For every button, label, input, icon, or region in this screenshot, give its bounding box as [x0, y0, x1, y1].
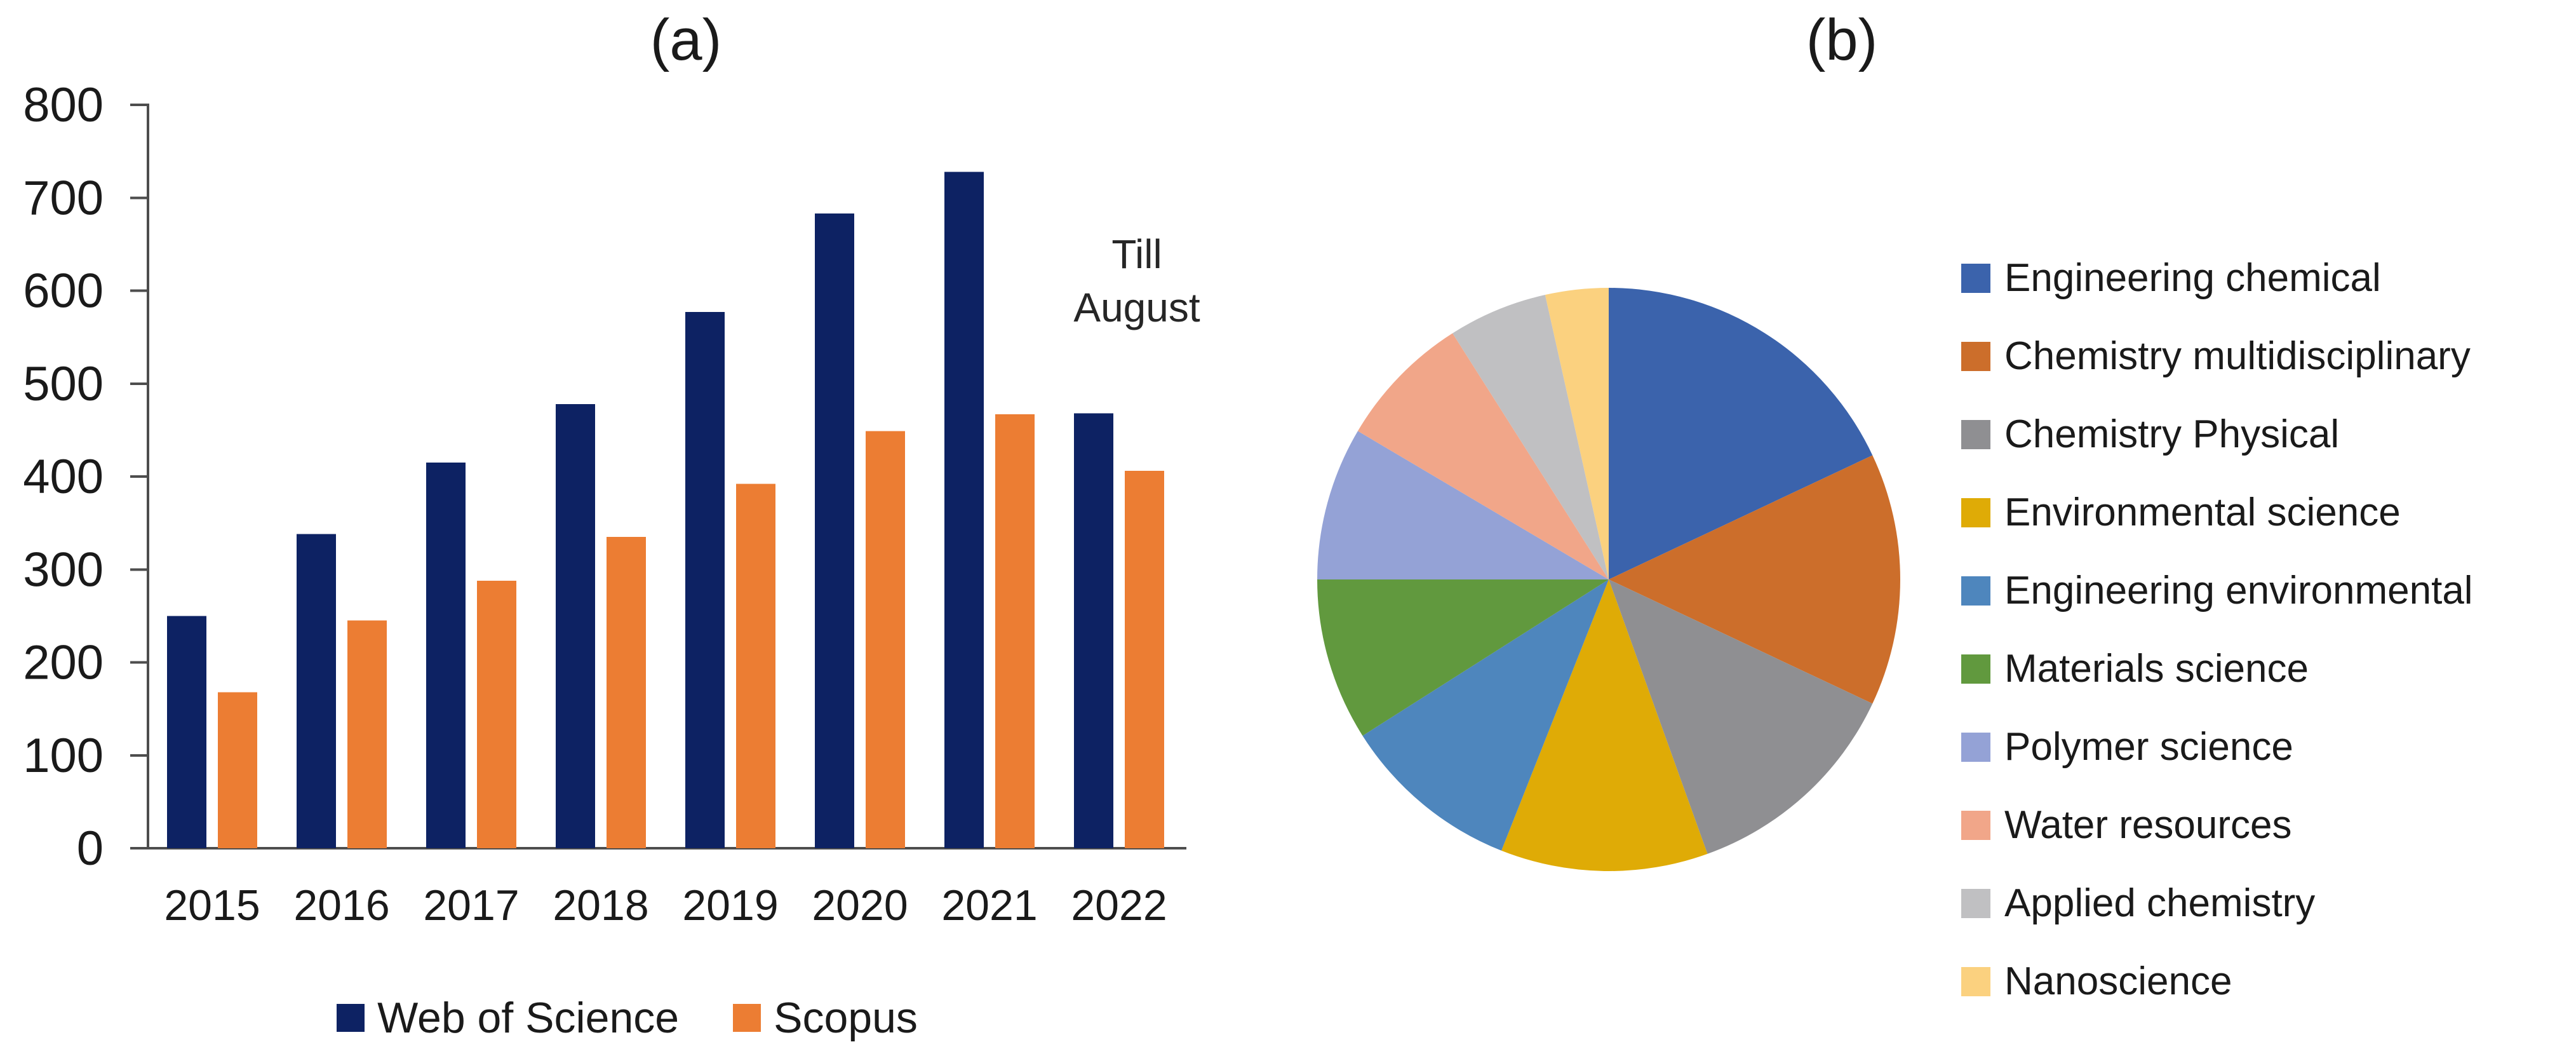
legend-item-engineering-environmental: Engineering environmental — [1961, 552, 2571, 630]
bar-web-of-science-2016 — [297, 534, 336, 848]
legend-swatch-polymer-science — [1961, 732, 1990, 762]
x-tick-label-2017: 2017 — [423, 881, 519, 930]
bar-scopus-2022 — [1125, 471, 1164, 848]
legend-item-water-resources: Water resources — [1961, 786, 2571, 864]
y-tick-label-800: 800 — [23, 78, 104, 132]
x-tick-label-2021: 2021 — [941, 881, 1037, 930]
bar-web-of-science-2018 — [556, 403, 595, 848]
x-tick-label-2022: 2022 — [1071, 881, 1167, 930]
legend-item-engineering-chemical: Engineering chemical — [1961, 239, 2571, 317]
bar-web-of-science-2022 — [1074, 413, 1113, 848]
x-tick-label-2016: 2016 — [293, 881, 389, 930]
legend-label-web-of-science: Web of Science — [377, 994, 680, 1042]
bar-scopus-2021 — [995, 414, 1035, 848]
legend-item-polymer-science: Polymer science — [1961, 708, 2571, 786]
pie-slice-engineering-environmental — [1362, 579, 1609, 851]
bar-scopus-2015 — [218, 692, 257, 848]
legend-item-environmental-science: Environmental science — [1961, 473, 2571, 552]
bar-chart: 0 100 200 300 400 500 600 700 800 2015 2016 2017 201… — [23, 78, 1186, 930]
y-tick-label-0: 0 — [77, 822, 104, 876]
legend-item-scopus: Scopus — [733, 995, 918, 1041]
legend-label-applied-chemistry: Applied chemistry — [2004, 881, 2316, 925]
pie-slice-nanoscience — [1545, 288, 1609, 579]
pie-chart — [1317, 288, 1901, 871]
legend-item-applied-chemistry: Applied chemistry — [1961, 864, 2571, 942]
y-tick-label-300: 300 — [23, 543, 104, 597]
web-of-science-swatch — [337, 1004, 365, 1032]
bar-web-of-science-2015 — [167, 616, 206, 848]
legend-label-materials-science: Materials science — [2004, 647, 2309, 691]
pie-slice-environmental-science — [1501, 579, 1708, 871]
pie-slice-polymer-science — [1317, 431, 1609, 579]
pie-chart-panel: (b) Engineering chemical Chemistry multid… — [1288, 0, 2576, 1056]
legend-label-polymer-science: Polymer science — [2004, 725, 2293, 769]
y-tick-label-100: 100 — [23, 729, 104, 783]
y-tick-label-600: 600 — [23, 264, 104, 318]
y-tick-label-700: 700 — [23, 171, 104, 225]
y-tick-label-200: 200 — [23, 636, 104, 690]
legend-label-engineering-chemical: Engineering chemical — [2004, 256, 2381, 300]
legend-swatch-water-resources — [1961, 810, 1990, 840]
bar-chart-panel: (a) 0 100 200 300 400 500 600 700 800 2015 2016 201… — [23, 8, 1200, 1047]
pie-slice-materials-science — [1317, 579, 1609, 736]
legend-item-materials-science: Materials science — [1961, 630, 2571, 708]
legend-swatch-nanoscience — [1961, 966, 1990, 996]
bar-scopus-2019 — [736, 484, 775, 848]
legend-swatch-engineering-chemical — [1961, 263, 1990, 293]
panel-b-title: (b) — [1806, 8, 1878, 72]
pie-chart-legend: Engineering chemical Chemistry multidisci… — [1961, 239, 2571, 1020]
legend-swatch-chemistry-multidisciplinary — [1961, 341, 1990, 371]
bar-web-of-science-2020 — [815, 213, 854, 848]
bar-scopus-2018 — [607, 537, 646, 848]
pie-slice-chemistry-physical — [1609, 579, 1873, 854]
bar-scopus-2016 — [347, 620, 387, 848]
legend-label-water-resources: Water resources — [2004, 803, 2292, 847]
panel-a-title: (a) — [650, 8, 722, 72]
y-tick-label-400: 400 — [23, 450, 104, 504]
y-tick-label-500: 500 — [23, 357, 104, 411]
legend-label-scopus: Scopus — [774, 994, 918, 1042]
legend-label-chemistry-physical: Chemistry Physical — [2004, 412, 2340, 456]
legend-item-nanoscience: Nanoscience — [1961, 942, 2571, 1020]
pie-slice-applied-chemistry — [1452, 295, 1609, 579]
pie-slice-engineering-chemical — [1609, 288, 1873, 579]
x-tick-label-2019: 2019 — [682, 881, 778, 930]
x-tick-label-2015: 2015 — [164, 881, 260, 930]
bar-web-of-science-2019 — [685, 312, 725, 848]
till-august-annotation: Till August — [1073, 231, 1200, 330]
bar-chart-legend: Web of Science Scopus — [108, 989, 1146, 1047]
legend-swatch-chemistry-physical — [1961, 419, 1990, 449]
legend-item-chemistry-physical: Chemistry Physical — [1961, 395, 2571, 473]
bar-web-of-science-2021 — [944, 172, 984, 848]
scopus-swatch — [733, 1004, 761, 1032]
legend-swatch-materials-science — [1961, 654, 1990, 684]
x-tick-label-2018: 2018 — [553, 881, 648, 930]
bar-web-of-science-2017 — [426, 463, 466, 848]
bar-scopus-2017 — [477, 580, 516, 848]
bar-scopus-2020 — [866, 431, 905, 848]
legend-swatch-engineering-environmental — [1961, 576, 1990, 606]
legend-label-nanoscience: Nanoscience — [2004, 959, 2232, 1003]
legend-swatch-environmental-science — [1961, 498, 1990, 527]
x-tick-label-2020: 2020 — [812, 881, 908, 930]
legend-swatch-applied-chemistry — [1961, 888, 1990, 918]
legend-label-engineering-environmental: Engineering environmental — [2004, 569, 2473, 613]
legend-item-chemistry-multidisciplinary: Chemistry multidisciplinary — [1961, 317, 2571, 395]
legend-label-chemistry-multidisciplinary: Chemistry multidisciplinary — [2004, 334, 2471, 378]
pie-slice-water-resources — [1357, 333, 1609, 579]
legend-item-web-of-science: Web of Science — [337, 995, 679, 1041]
legend-label-environmental-science: Environmental science — [2004, 491, 2401, 534]
pie-slice-chemistry-multidisciplinary — [1609, 455, 1901, 704]
